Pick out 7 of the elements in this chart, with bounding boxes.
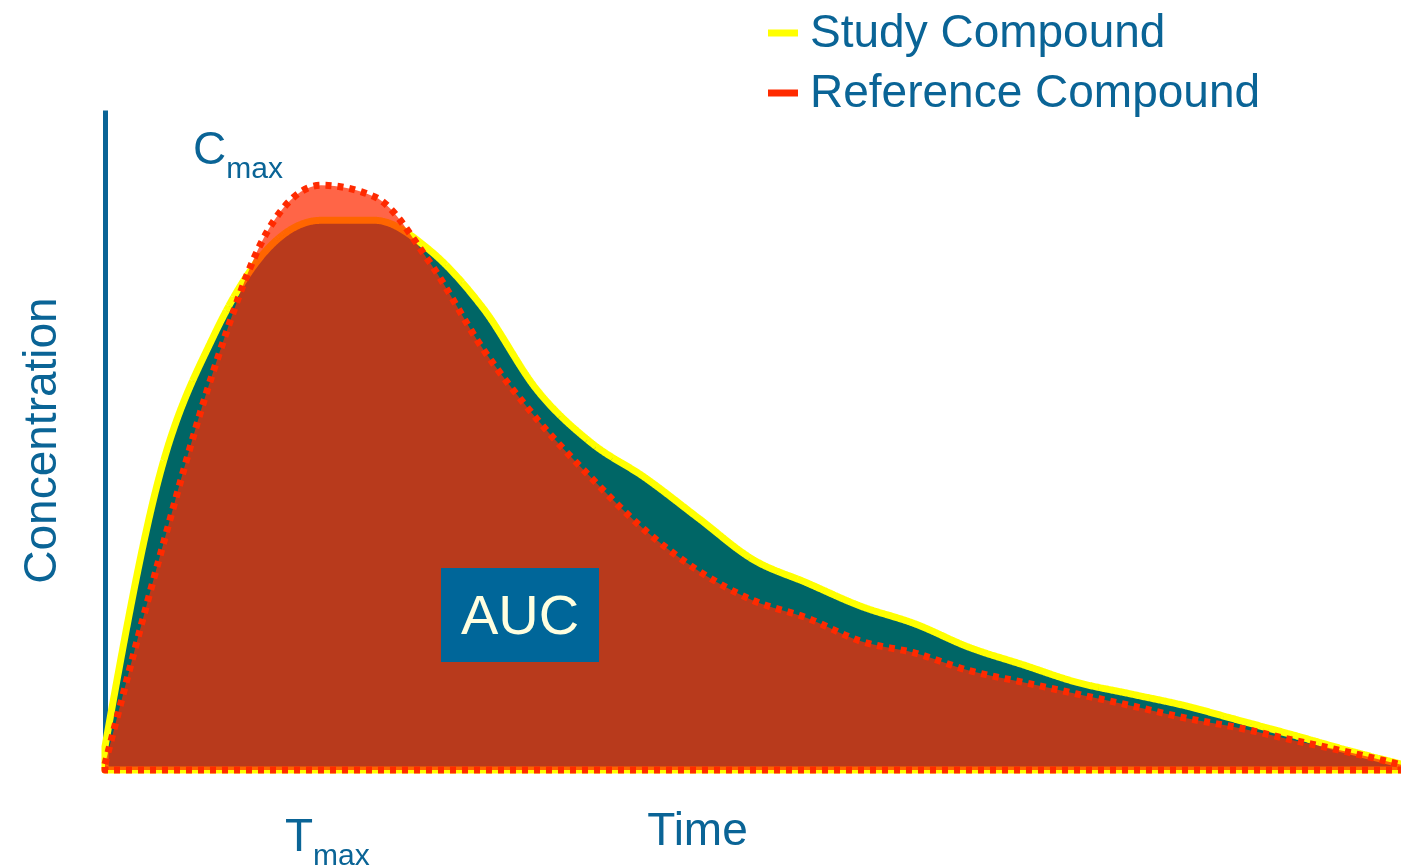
annotation: AUC (441, 568, 600, 662)
legend-label: Reference Compound (810, 65, 1261, 117)
x-axis-title: Time (647, 802, 748, 855)
y-axis-title: Concentration (13, 297, 66, 584)
legend-label: Study Compound (810, 5, 1166, 57)
text: C$_{max}$ (193, 122, 283, 184)
text: T$_{max}$ (285, 809, 370, 867)
